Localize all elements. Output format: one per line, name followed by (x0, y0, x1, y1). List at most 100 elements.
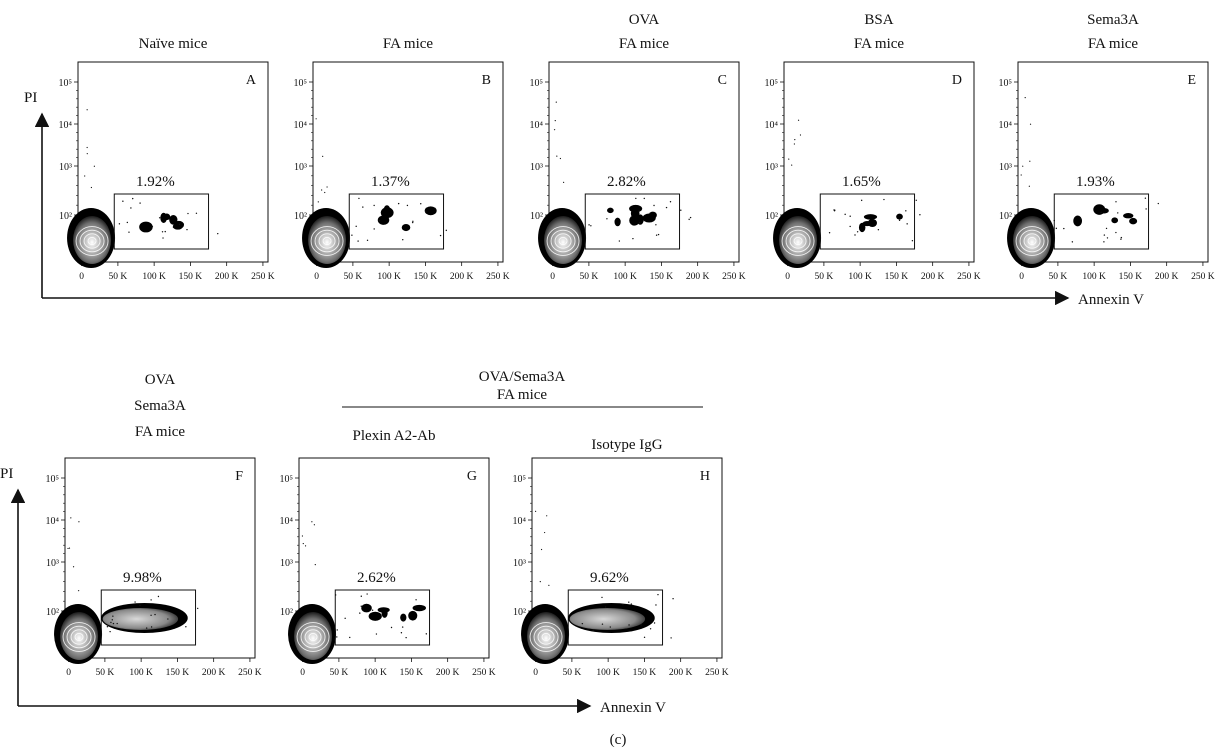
event-dot (86, 153, 88, 155)
x-tick-label: 200 K (921, 272, 945, 282)
event-dot (849, 225, 851, 228)
population-contour-ring (533, 625, 559, 649)
event-dot (688, 218, 690, 221)
event-dot (167, 618, 169, 620)
population-contour-ring (318, 233, 336, 249)
event-dot (334, 594, 337, 596)
event-dot (793, 143, 795, 145)
event-dot (185, 626, 187, 628)
event-dot (77, 590, 80, 592)
event-dot (70, 517, 72, 519)
event-dot (581, 622, 584, 625)
apoptosis-gate (348, 193, 445, 250)
gated-event-cluster (408, 610, 418, 621)
event-dot (139, 604, 141, 607)
event-dot (635, 197, 637, 200)
population-contour-ring (781, 226, 815, 256)
gated-event-cluster (642, 213, 656, 223)
event-dot (371, 609, 374, 611)
gated-event-cluster (863, 214, 878, 220)
y-tick-label: 10⁵ (59, 78, 73, 89)
x-tick-label: 50 K (1049, 272, 1068, 282)
event-dot (360, 595, 362, 597)
event-dot (556, 155, 558, 157)
x-tick-label: 0 (79, 272, 84, 282)
y-axis-label-row2: PI (0, 466, 13, 482)
event-dot (655, 234, 658, 236)
event-dot (1145, 208, 1147, 210)
event-dot (655, 604, 657, 606)
event-dot (116, 622, 118, 625)
population-contour-ring (1023, 233, 1041, 249)
event-dot (344, 617, 346, 620)
event-dot (630, 603, 633, 605)
event-dot (128, 231, 130, 233)
event-dot (588, 224, 590, 226)
event-dot (317, 201, 319, 203)
population-contour-ring (789, 233, 807, 249)
gate-percent: 1.92% (136, 174, 175, 190)
event-dot (628, 601, 630, 603)
event-dot (643, 636, 646, 639)
panel-title: FA mice (383, 36, 433, 52)
event-dot (548, 584, 550, 586)
gated-event-cluster (400, 613, 407, 622)
panel-title: BSA (864, 12, 893, 28)
x-tick-label: 150 K (166, 668, 190, 678)
panel-title: Sema3A (134, 398, 186, 414)
event-dot (799, 134, 802, 136)
x-tick-label: 250 K (957, 272, 981, 282)
event-dot (1157, 202, 1159, 205)
y-tick-label: 10⁵ (999, 78, 1013, 89)
panel-letter: E (1187, 73, 1196, 88)
event-dot (1105, 227, 1108, 230)
population-density (60, 612, 99, 660)
y-tick-label: 10³ (46, 558, 59, 569)
event-dot (187, 212, 189, 215)
event-dot (680, 209, 682, 211)
gated-event-cluster (614, 217, 621, 227)
event-dot (304, 545, 307, 547)
gated-event-cluster (1129, 217, 1138, 225)
y-tick-label: 10² (46, 607, 59, 618)
population-density (527, 612, 566, 660)
x-tick-label: 200 K (450, 272, 474, 282)
gated-event-cluster (862, 220, 872, 227)
y-tick-label: 10⁴ (530, 120, 544, 131)
y-tick-label: 10³ (513, 558, 526, 569)
event-dot (336, 629, 338, 631)
panel-title: Naïve mice (139, 36, 208, 52)
panel-title: OVA (629, 12, 660, 28)
event-dot (301, 535, 304, 537)
y-tick-label: 10³ (294, 162, 307, 173)
gated-event-cluster (1123, 213, 1134, 219)
x-tick-label: 250 K (722, 272, 746, 282)
x-tick-label: 100 K (848, 272, 872, 282)
event-dot (158, 217, 161, 219)
event-dot (791, 164, 793, 166)
y-tick-label: 10⁵ (530, 78, 544, 89)
event-dot (378, 219, 381, 222)
event-dot (860, 199, 863, 202)
panel-title: Sema3A (1087, 12, 1139, 28)
population-density (779, 216, 818, 264)
population-contour-ring (1027, 236, 1037, 246)
x-tick-label: 0 (300, 668, 305, 678)
event-dot (1024, 97, 1026, 99)
event-dot (313, 524, 315, 526)
event-dot (657, 593, 659, 596)
event-dot (539, 581, 541, 583)
y-tick-label: 10⁵ (46, 474, 60, 485)
event-dot (653, 622, 656, 624)
panel-letter: F (235, 469, 243, 484)
gate-percent: 1.65% (842, 174, 881, 190)
event-dot (172, 226, 175, 229)
y-tick-label: 10⁴ (59, 120, 73, 131)
population-contour-ring (793, 236, 803, 246)
event-dot (655, 224, 657, 226)
